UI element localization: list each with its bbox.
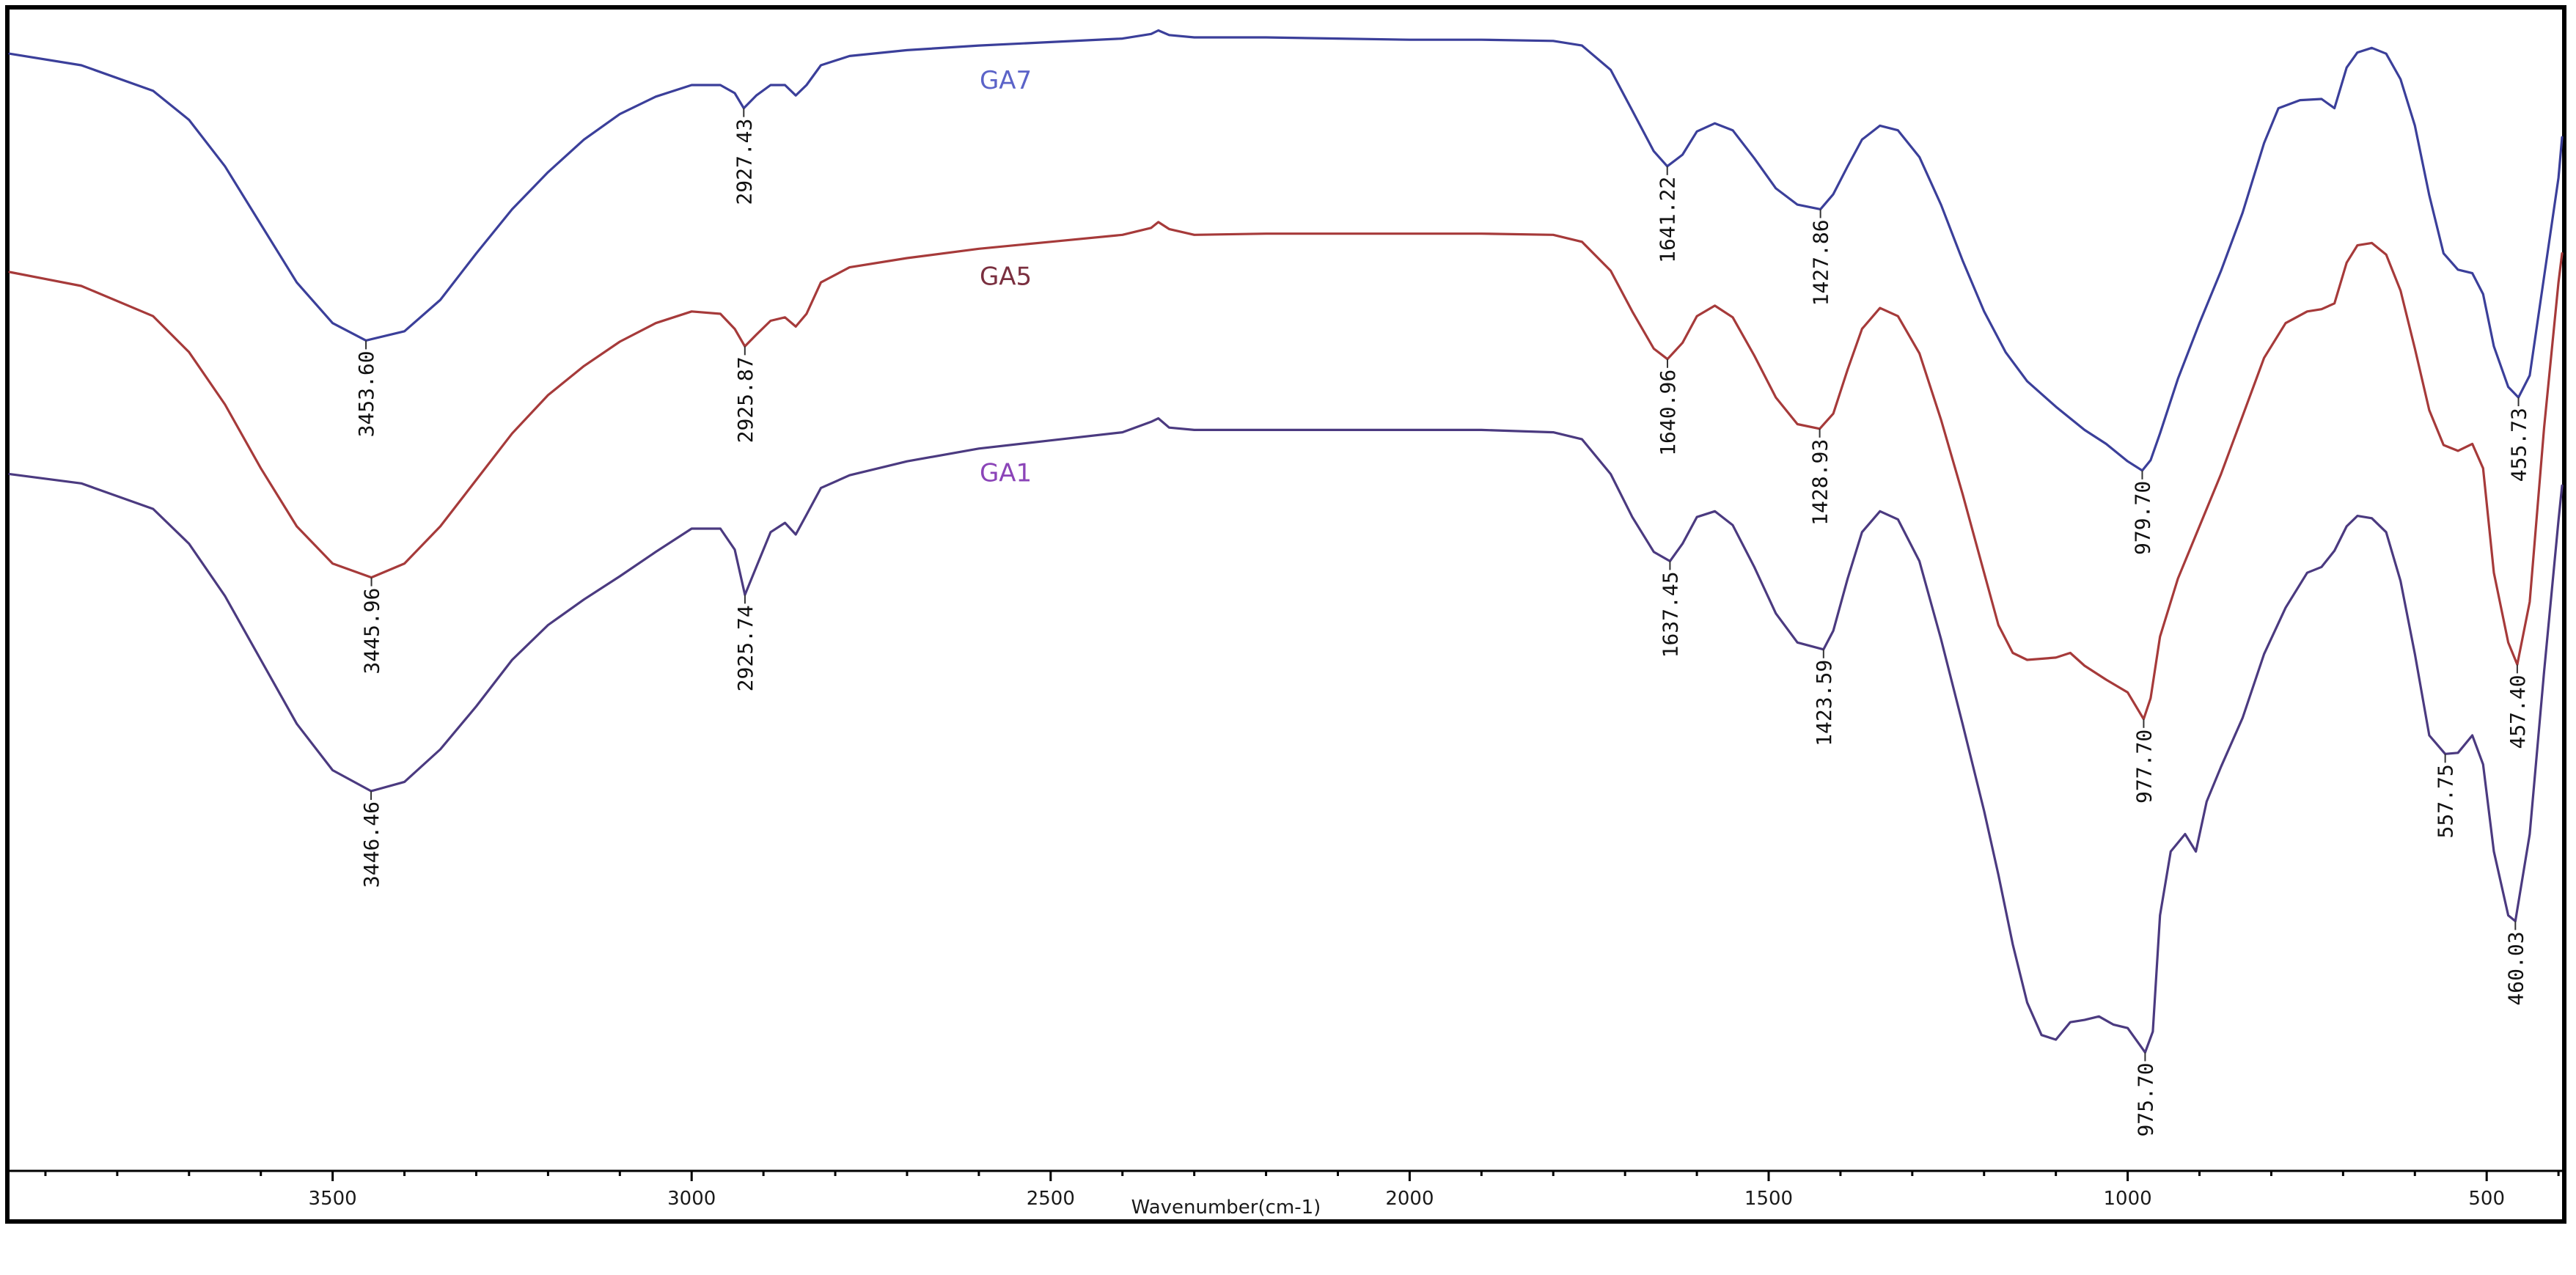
series-label-ga5: GA5 xyxy=(980,262,1032,292)
peak-annotation: 3453.60 xyxy=(354,350,378,437)
peak-label: 1427.86 xyxy=(1809,219,1833,306)
peak-annotation: 1637.45 xyxy=(1658,571,1682,658)
peak-annotation: 455.73 xyxy=(2507,408,2531,482)
x-tick-label: 500 xyxy=(2468,1188,2505,1210)
peak-annotation: 977.70 xyxy=(2132,730,2156,804)
peak-label: 979.70 xyxy=(2131,481,2155,555)
peak-label: 3445.96 xyxy=(360,588,384,675)
x-axis: 3500 3000 2500 2000 1500 1000 500 xyxy=(44,1171,2560,1210)
peak-label: 457.40 xyxy=(2506,675,2530,749)
peak-label: 2925.74 xyxy=(733,605,757,691)
peak-annotation: 1427.86 xyxy=(1809,219,1833,306)
x-tick-label: 3500 xyxy=(309,1188,357,1210)
peak-label: 1423.59 xyxy=(1812,660,1836,746)
series-label-ga1: GA1 xyxy=(980,458,1032,488)
x-tick-label: 2000 xyxy=(1385,1188,1434,1210)
peak-annotation: 2925.87 xyxy=(733,356,757,443)
peak-annotation: 2925.74 xyxy=(733,605,757,691)
peak-annotation: 2927.43 xyxy=(732,119,756,205)
peak-label: 975.70 xyxy=(2133,1062,2157,1136)
series-label-ga7: GA7 xyxy=(980,66,1032,95)
series-line-ga7 xyxy=(8,29,2564,472)
peak-label: 1640.96 xyxy=(1656,370,1680,456)
peak-annotation: 1641.22 xyxy=(1656,177,1680,263)
peak-annotation: 979.70 xyxy=(2131,481,2155,555)
peak-label: 455.73 xyxy=(2507,408,2531,482)
peak-annotation: 1640.96 xyxy=(1656,370,1680,456)
peak-annotation: 975.70 xyxy=(2133,1062,2157,1136)
peak-label: 1641.22 xyxy=(1656,177,1680,263)
peak-label: 460.03 xyxy=(2503,931,2528,1005)
x-tick-label: 2500 xyxy=(1027,1188,1075,1210)
series-line-ga1 xyxy=(8,417,2564,1054)
x-tick-label: 1000 xyxy=(2104,1188,2152,1210)
peak-annotation: 457.40 xyxy=(2506,675,2530,749)
peak-label: 1428.93 xyxy=(1808,439,1832,526)
peak-label: 977.70 xyxy=(2132,730,2156,804)
chart-frame xyxy=(5,5,2566,1224)
peak-label: 2927.43 xyxy=(732,119,756,205)
plot-area: GA7 3453.60 2927.43 1641.22 1427.86 979.70 455… xyxy=(8,29,2564,1137)
series-line-ga5 xyxy=(8,221,2564,721)
peak-label: 1637.45 xyxy=(1658,571,1682,658)
peak-annotation: 1423.59 xyxy=(1812,660,1836,746)
peak-annotation: 460.03 xyxy=(2503,931,2528,1005)
peak-annotation: 3446.46 xyxy=(359,801,384,888)
peak-annotation: 557.75 xyxy=(2434,764,2458,838)
x-tick-label: 1500 xyxy=(1744,1188,1793,1210)
peak-label: 3446.46 xyxy=(359,801,384,888)
peak-annotation: 1428.93 xyxy=(1808,439,1832,526)
x-tick-label: 3000 xyxy=(667,1188,716,1210)
peak-label: 3453.60 xyxy=(354,350,378,437)
peak-label: 557.75 xyxy=(2434,764,2458,838)
peak-annotation: 3445.96 xyxy=(360,588,384,675)
peak-label: 2925.87 xyxy=(733,356,757,443)
x-axis-title: Wavenumber(cm-1) xyxy=(1131,1197,1321,1219)
